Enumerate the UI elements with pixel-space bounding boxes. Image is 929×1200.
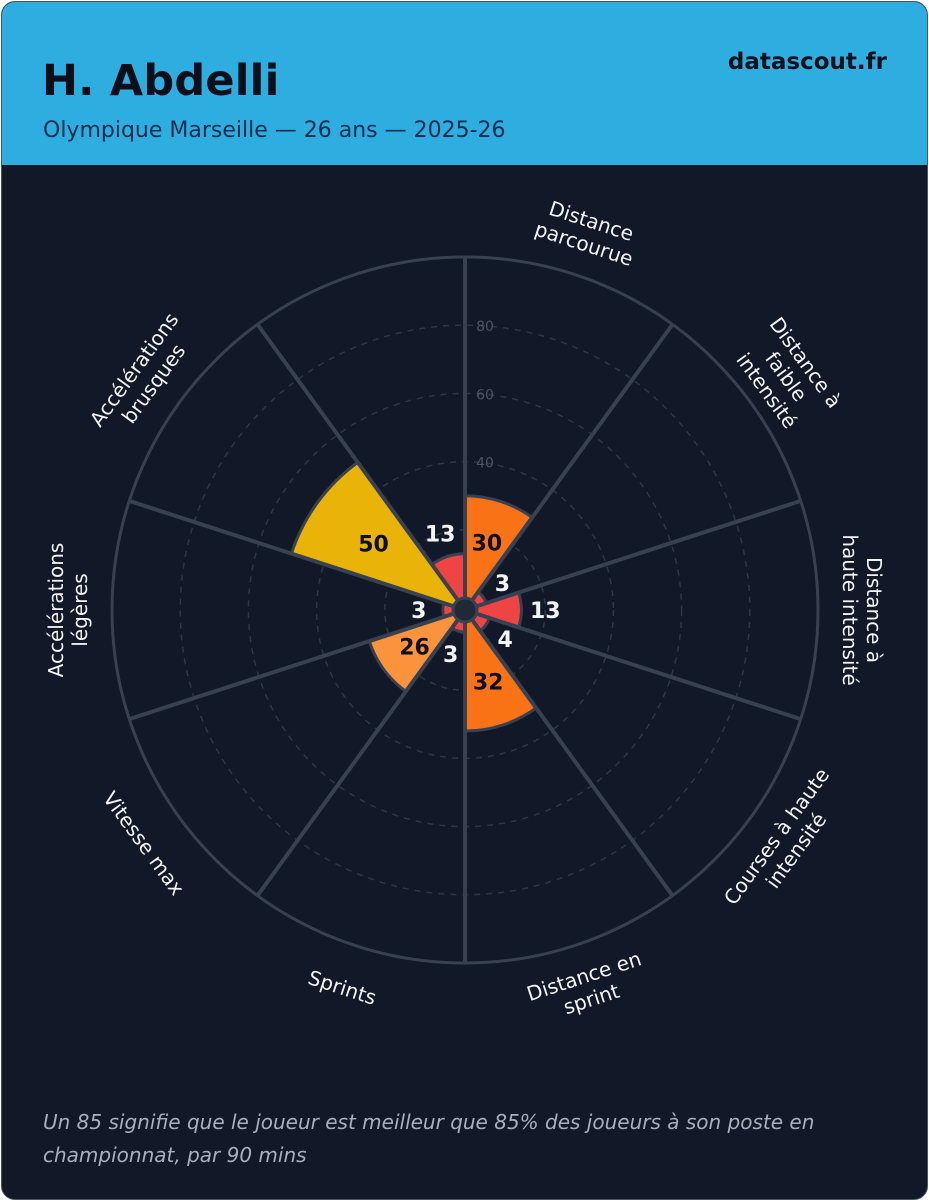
value-label: 13 bbox=[530, 599, 561, 624]
grid-spoke bbox=[463, 323, 675, 612]
grid-spoke bbox=[255, 323, 467, 612]
grid-spoke bbox=[463, 608, 675, 897]
player-subtitle: Olympique Marseille — 26 ans — 2025-26 bbox=[43, 118, 506, 143]
grid-spoke bbox=[464, 498, 802, 612]
ring-tick-label: 80 bbox=[476, 319, 494, 335]
value-label: 32 bbox=[473, 670, 504, 695]
ring-tick-label: 40 bbox=[476, 456, 494, 472]
footnote: Un 85 signifie que le joueur est meilleu… bbox=[43, 1110, 815, 1167]
chart-center-hub bbox=[451, 596, 479, 624]
grid-spoke bbox=[128, 498, 466, 612]
grid-spoke bbox=[128, 608, 466, 722]
value-label: 26 bbox=[399, 636, 430, 661]
chart-spokes bbox=[128, 257, 802, 963]
bar-segment bbox=[289, 460, 467, 612]
value-label: 3 bbox=[495, 572, 510, 597]
value-label: 3 bbox=[411, 599, 426, 624]
category-label: Vitesse max bbox=[98, 787, 189, 900]
category-label: Sprints bbox=[305, 965, 379, 1009]
value-label: 30 bbox=[472, 532, 503, 557]
chart-value-labels: 30 3 13 4 32 3 26 3 50 13 bbox=[358, 523, 560, 696]
ring-tick-label: 60 bbox=[476, 387, 494, 403]
value-label: 4 bbox=[498, 628, 513, 653]
value-label: 3 bbox=[443, 643, 458, 668]
value-label: 50 bbox=[358, 533, 389, 558]
header-banner: H. Abdelli Olympique Marseille — 26 ans … bbox=[2, 2, 927, 165]
category-label-line: haute intensité bbox=[838, 534, 862, 685]
category-label-line: Accélérations bbox=[44, 543, 68, 678]
polar-bar-chart: 40 60 80 30 3 13 4 32 3 26 3 50 13 Distanceparcouru… bbox=[44, 196, 886, 1019]
category-label: Accélérations légères bbox=[44, 543, 92, 678]
brand-label: datascout.fr bbox=[727, 49, 887, 75]
chart-ring-labels: 40 60 80 bbox=[476, 319, 494, 471]
grid-spoke bbox=[255, 608, 467, 897]
grid-spoke bbox=[464, 608, 802, 722]
category-label-line: légères bbox=[68, 573, 92, 646]
category-label-line: Distance à bbox=[862, 557, 886, 663]
category-label-line: Sprints bbox=[305, 965, 379, 1009]
player-name: H. Abdelli bbox=[42, 56, 280, 106]
category-label-line: Vitesse max bbox=[98, 787, 189, 900]
value-label: 13 bbox=[425, 523, 456, 548]
